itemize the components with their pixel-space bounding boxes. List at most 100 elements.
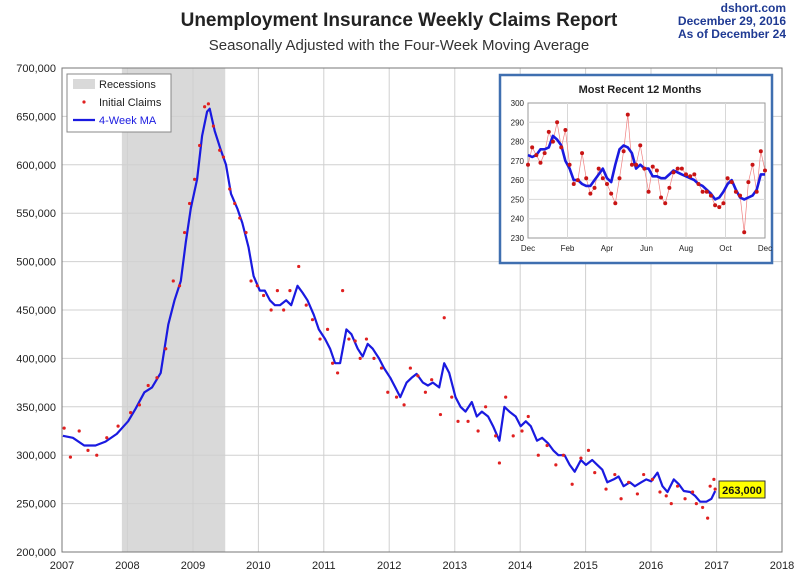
data-point-initial-claims xyxy=(372,356,376,360)
inset-data-point-initial-claims xyxy=(550,139,555,144)
data-point-initial-claims xyxy=(554,463,558,467)
data-point-initial-claims xyxy=(325,327,330,331)
data-point-initial-claims xyxy=(304,303,308,307)
inset-series-line-4-week-ma xyxy=(527,134,765,201)
inset-data-point-initial-claims xyxy=(530,145,535,150)
data-point-initial-claims xyxy=(335,371,340,375)
inset-data-point-initial-claims xyxy=(654,168,659,173)
data-point-initial-claims xyxy=(604,487,608,491)
data-point-initial-claims xyxy=(504,395,508,399)
data-point-initial-claims xyxy=(211,124,216,128)
data-point-initial-claims xyxy=(297,264,301,269)
data-point-initial-claims xyxy=(579,456,583,460)
y-tick-label: 400,000 xyxy=(16,353,56,365)
data-point-initial-claims xyxy=(423,390,428,394)
x-tick-label: 2010 xyxy=(246,560,270,572)
inset-data-point-initial-claims xyxy=(642,166,647,171)
data-point-initial-claims xyxy=(198,143,202,148)
inset-y-tick-label: 290 xyxy=(511,118,525,127)
inset-data-point-initial-claims xyxy=(733,189,738,194)
as-of-date: As of December 24 xyxy=(677,27,786,41)
x-tick-label: 2015 xyxy=(573,560,597,572)
source-credit: dshort.com xyxy=(720,1,786,15)
inset-data-point-initial-claims xyxy=(605,182,609,186)
y-tick-label: 650,000 xyxy=(16,111,56,123)
inset-series-line-initial-claims xyxy=(527,114,766,233)
callout-box xyxy=(718,480,766,499)
data-point-initial-claims xyxy=(358,356,362,360)
inset-data-point-initial-claims xyxy=(746,180,751,185)
inset-y-tick-label: 280 xyxy=(511,138,525,147)
data-point-initial-claims xyxy=(187,201,192,206)
inset-y-tick-label: 240 xyxy=(511,215,525,224)
inset-data-point-initial-claims xyxy=(675,166,680,171)
y-tick-label: 350,000 xyxy=(16,402,56,414)
data-point-initial-claims xyxy=(347,337,351,341)
inset-data-point-initial-claims xyxy=(754,189,759,194)
inset-data-point-initial-claims xyxy=(713,203,718,208)
data-point-initial-claims xyxy=(593,471,597,475)
inset-data-point-initial-claims xyxy=(559,145,564,150)
x-tick-label: 2016 xyxy=(639,560,663,572)
inset-data-point-initial-claims xyxy=(704,189,709,194)
data-point-initial-claims xyxy=(105,436,109,440)
inset-data-point-initial-claims xyxy=(534,153,539,158)
inset-data-point-initial-claims xyxy=(526,162,530,167)
data-point-initial-claims xyxy=(86,448,90,452)
data-point-initial-claims xyxy=(613,472,617,477)
data-point-initial-claims xyxy=(68,455,73,459)
data-point-initial-claims xyxy=(494,434,498,438)
data-point-initial-claims xyxy=(708,484,712,488)
data-point-initial-claims xyxy=(712,477,716,481)
inset-data-point-initial-claims xyxy=(725,176,730,181)
data-point-initial-claims xyxy=(619,497,623,501)
data-point-initial-claims xyxy=(62,426,66,430)
data-point-initial-claims xyxy=(520,429,524,433)
y-tick-label: 200,000 xyxy=(16,547,56,559)
legend-swatch-initial-claims xyxy=(82,100,86,104)
x-tick-label: 2018 xyxy=(770,560,794,572)
data-point-initial-claims xyxy=(430,378,434,382)
series-line-4-week-ma xyxy=(62,107,717,503)
inset-data-point-initial-claims xyxy=(563,128,568,132)
inset-data-point-initial-claims xyxy=(613,201,618,206)
inset-data-point-initial-claims xyxy=(763,168,767,173)
inset-x-tick-label: Dec xyxy=(758,244,772,253)
data-point-initial-claims xyxy=(497,461,502,465)
plot-frame xyxy=(61,67,783,553)
inset-data-point-initial-claims xyxy=(679,166,684,171)
inset-data-point-initial-claims xyxy=(584,176,589,181)
data-point-initial-claims xyxy=(203,105,207,109)
inset-data-point-initial-claims xyxy=(638,143,643,148)
report-date: December 29, 2016 xyxy=(677,14,786,28)
inset-y-tick-label: 300 xyxy=(511,99,525,108)
inset-x-tick-label: Feb xyxy=(561,244,575,253)
data-point-initial-claims xyxy=(146,383,150,388)
x-tick-label: 2012 xyxy=(377,560,401,572)
inset-data-point-initial-claims xyxy=(621,149,626,154)
inset-x-tick-label: Apr xyxy=(601,244,614,253)
x-tick-label: 2007 xyxy=(50,560,74,572)
inset-data-point-initial-claims xyxy=(567,162,572,167)
data-point-initial-claims xyxy=(586,448,591,452)
inset-data-point-initial-claims xyxy=(738,193,743,198)
data-point-initial-claims xyxy=(713,487,717,491)
x-tick-label: 2017 xyxy=(704,560,728,572)
x-tick-label: 2014 xyxy=(508,560,532,572)
data-point-initial-claims xyxy=(233,201,237,206)
inset-data-point-initial-claims xyxy=(592,185,597,190)
legend-label-recessions: Recessions xyxy=(99,79,156,91)
data-point-initial-claims xyxy=(341,289,345,293)
inset-data-point-initial-claims xyxy=(542,151,547,156)
inset-data-point-initial-claims xyxy=(596,166,601,171)
data-point-initial-claims xyxy=(545,443,549,448)
data-point-initial-claims xyxy=(244,230,248,235)
inset-data-point-initial-claims xyxy=(758,149,763,154)
data-point-initial-claims xyxy=(282,308,286,312)
data-point-initial-claims xyxy=(129,411,133,415)
data-point-initial-claims xyxy=(394,395,399,399)
inset-data-point-initial-claims xyxy=(659,195,664,200)
inset-data-point-initial-claims xyxy=(646,189,651,194)
data-point-initial-claims xyxy=(650,477,655,481)
